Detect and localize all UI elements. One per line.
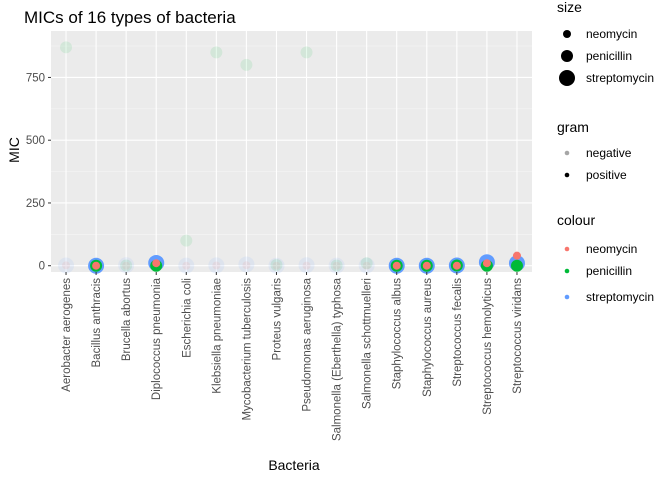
point-penicillin <box>270 258 283 271</box>
point-penicillin <box>60 41 73 54</box>
x-tick-label: Streptococcus hemolyticus <box>482 278 494 415</box>
legend-gram-label: positive <box>586 168 627 182</box>
x-tick-label: Mycobacterium tuberculosis <box>241 278 253 421</box>
point-penicillin <box>360 257 373 270</box>
point-penicillin <box>180 234 193 247</box>
point-neomycin <box>422 261 431 270</box>
legend-colour-key <box>564 246 570 252</box>
x-tick-label: Aerobacter aerogenes <box>61 278 73 392</box>
point-neomycin <box>302 261 311 270</box>
point-penicillin <box>510 259 523 272</box>
x-tick-label: Salmonella (Eberthella) typhosa <box>332 277 344 441</box>
point-streptomycin <box>238 256 255 273</box>
point-streptomycin <box>118 257 135 274</box>
point-penicillin <box>330 259 343 272</box>
legend-size: size neomycin penicillin streptomycin <box>557 0 654 86</box>
legend-size-key <box>559 70 575 86</box>
point-penicillin <box>120 259 133 272</box>
point-neomycin <box>62 261 71 270</box>
point-neomycin <box>212 261 221 270</box>
plot-panel <box>51 31 532 272</box>
x-tick-label: Klebsiella pneumoniae <box>211 278 223 394</box>
point-streptomycin <box>178 257 195 274</box>
legend-colour-key <box>564 294 570 300</box>
point-penicillin <box>210 46 223 59</box>
legend-colour-label: neomycin <box>586 242 637 256</box>
legend-gram-label: negative <box>586 146 632 160</box>
legend-colour-label: streptomycin <box>586 290 654 304</box>
y-tick-label: 0 <box>39 261 45 273</box>
x-tick-label: Bacillus anthracis <box>91 278 103 368</box>
legend-gram-title: gram <box>557 119 589 135</box>
legend-colour-key <box>564 268 570 274</box>
x-tick-label: Brucella abortus <box>121 278 133 361</box>
point-streptomycin <box>298 257 315 274</box>
x-tick-label: Pseudomonas aeruginosa <box>302 277 314 411</box>
legend-size-key <box>563 30 571 38</box>
y-tick-label: 500 <box>26 135 45 147</box>
point-neomycin <box>182 261 191 270</box>
legend-colour-label: penicillin <box>586 264 632 278</box>
point-neomycin <box>332 261 341 270</box>
legend-size-label: streptomycin <box>586 71 654 85</box>
point-neomycin <box>452 261 461 270</box>
legend-gram-key <box>564 172 570 178</box>
y-axis-title: MIC <box>6 137 22 163</box>
point-streptomycin <box>358 257 375 274</box>
legend-size-label: penicillin <box>586 49 632 63</box>
y-tick-label: 250 <box>26 198 45 210</box>
x-tick-label: Streptococcus viridans <box>512 278 524 394</box>
minor-gridlines <box>51 45 532 235</box>
x-tick-label: Escherichia coli <box>181 278 193 358</box>
legend-colour: colour neomycin penicillin streptomycin <box>557 212 654 304</box>
x-tick-label: Staphylococcus aureus <box>422 278 434 397</box>
chart-title: MICs of 16 types of bacteria <box>24 8 236 27</box>
legend-size-label: neomycin <box>586 27 637 41</box>
major-gridlines <box>51 31 532 272</box>
x-tick-label: Salmonella schottmuelleri <box>362 278 374 409</box>
legend-size-title: size <box>557 0 582 15</box>
x-tick-label: Diplococcus pneumonia <box>151 277 163 400</box>
point-streptomycin <box>58 257 75 274</box>
x-axis-ticks: Aerobacter aerogenes Bacillus anthracis Br… <box>61 272 524 441</box>
point-neomycin <box>92 261 101 270</box>
x-tick-label: Staphylococcus albus <box>392 278 404 389</box>
y-tick-label: 750 <box>26 72 45 84</box>
point-neomycin <box>362 261 371 270</box>
point-penicillin <box>240 58 253 71</box>
x-tick-label: Streptococcus fecalis <box>452 278 464 387</box>
point-streptomycin <box>328 257 345 274</box>
legend-gram: gram negative positive <box>557 119 632 182</box>
point-streptomycin <box>268 257 285 274</box>
legend-gram-key <box>564 150 570 156</box>
point-neomycin <box>392 261 401 270</box>
legend-size-key <box>561 50 573 62</box>
point-neomycin <box>272 261 281 270</box>
point-penicillin <box>300 46 313 59</box>
point-neomycin <box>242 261 251 270</box>
point-neomycin <box>482 259 491 268</box>
data-points <box>58 41 525 274</box>
x-axis-title: Bacteria <box>268 457 320 473</box>
point-streptomycin <box>208 257 225 274</box>
point-neomycin <box>122 261 131 270</box>
point-neomycin <box>512 251 521 260</box>
point-neomycin <box>152 259 161 268</box>
x-tick-label: Proteus vulgaris <box>271 278 283 361</box>
legend-colour-title: colour <box>557 212 595 228</box>
y-axis-ticks: 0 250 500 750 <box>26 72 51 273</box>
